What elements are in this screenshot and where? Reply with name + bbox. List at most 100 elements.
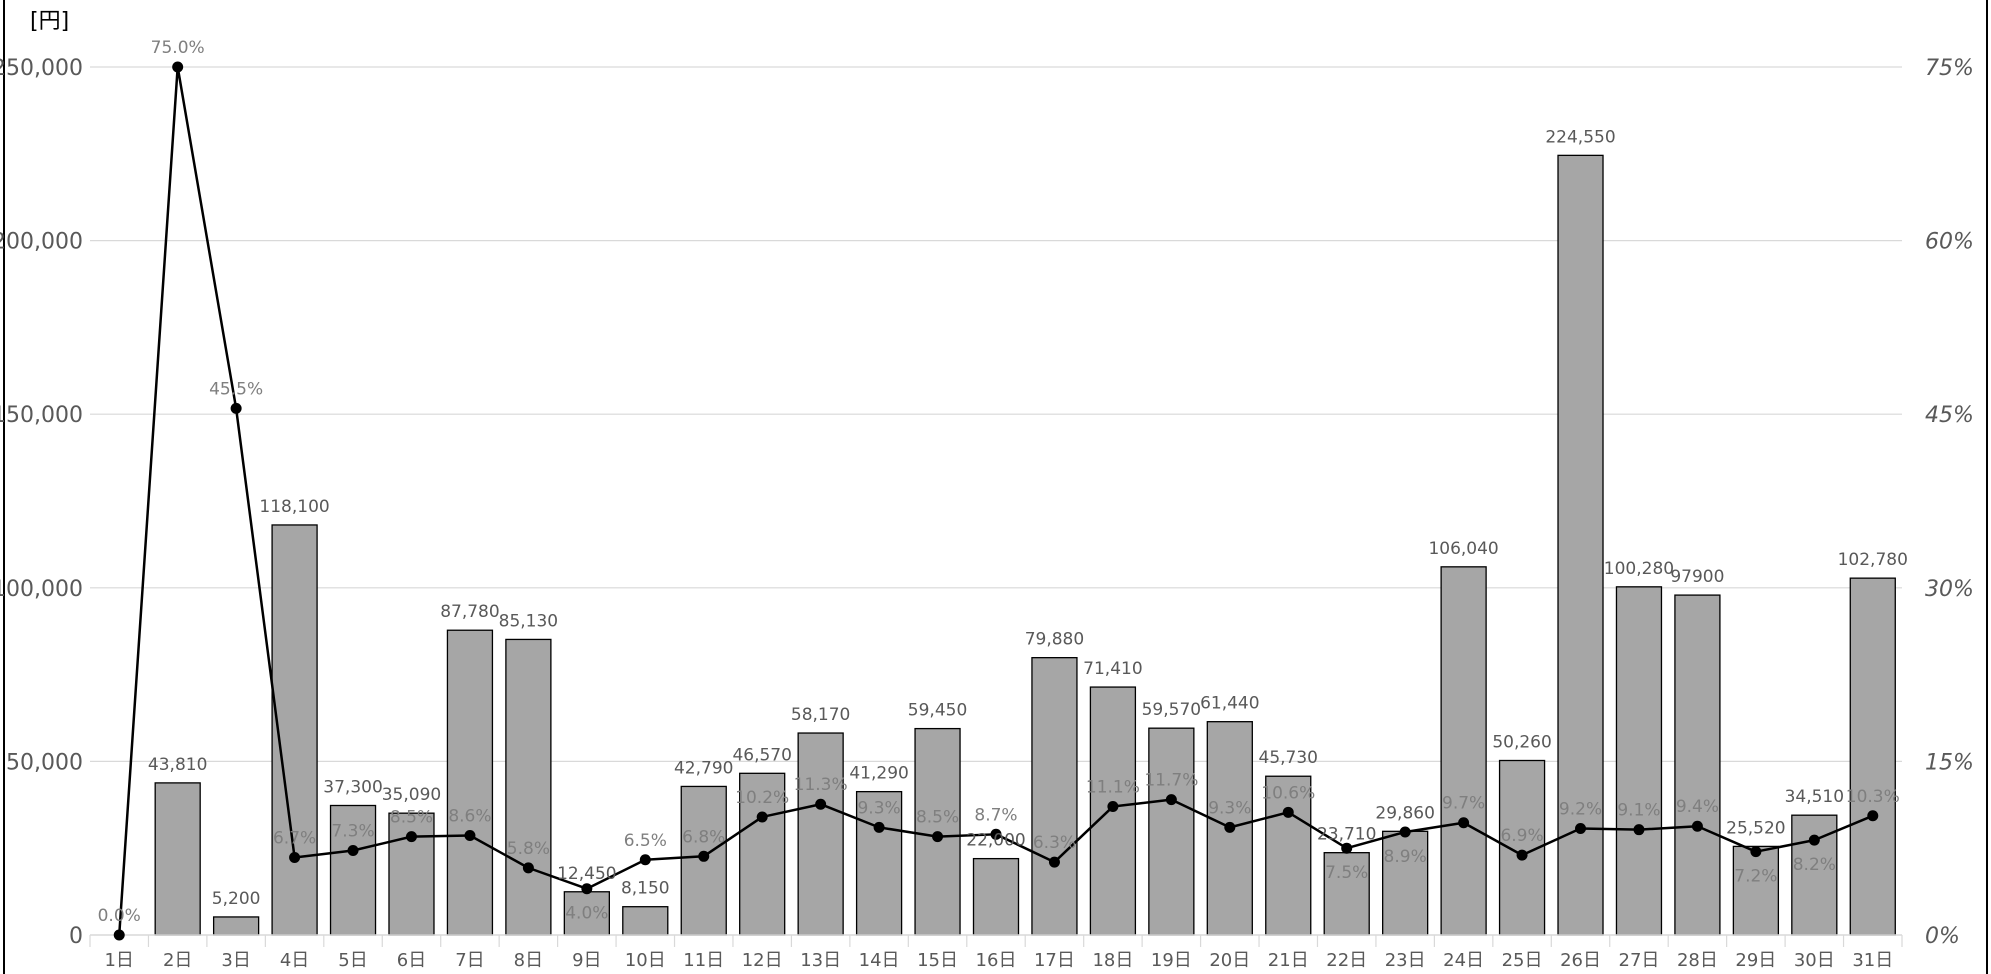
x-tick-label: 1日: [104, 950, 133, 971]
percentage-label: 8.6%: [448, 806, 491, 826]
y-right-tick-label: 75%: [1925, 56, 1974, 81]
x-tick-label: 19日: [1151, 950, 1192, 971]
line-marker: [698, 850, 710, 862]
line-marker: [1575, 823, 1587, 835]
line-marker: [873, 821, 885, 833]
line-marker: [230, 402, 242, 414]
percentage-label: 8.9%: [1384, 847, 1427, 867]
bar: [1265, 775, 1312, 936]
x-tick-label: 8日: [514, 950, 543, 971]
bar: [797, 732, 844, 936]
line-marker: [1341, 842, 1353, 854]
x-tick-label: 6日: [397, 950, 426, 971]
tick-labels: 0 50,000 100,000 150,000 200,000 250,000 0% 15%…: [0, 56, 1974, 971]
percentage-label: 4.0%: [565, 904, 608, 924]
bar: [739, 772, 786, 936]
line-marker: [1867, 810, 1879, 822]
y-left-tick-label: 50,000: [6, 750, 83, 775]
bar-value-label: 25,520: [1726, 818, 1785, 838]
bar-value-label: 79,880: [1025, 630, 1084, 650]
line-marker: [1750, 846, 1762, 858]
bar-value-label: 42,790: [674, 758, 733, 778]
x-tick-label: 9日: [572, 950, 601, 971]
bar: [1732, 845, 1780, 936]
bar-value-label: 59,450: [908, 701, 967, 721]
line-marker: [1516, 849, 1528, 861]
line-marker: [172, 61, 184, 73]
line-marker: [1165, 794, 1177, 806]
x-tick-label: 2日: [163, 950, 192, 971]
x-tick-label: 3日: [221, 950, 250, 971]
y-left-tick-label: 0: [69, 924, 83, 949]
x-tick-label: 11日: [683, 950, 724, 971]
line-marker: [405, 831, 417, 843]
bar: [1148, 727, 1195, 936]
line-marker: [1808, 834, 1820, 846]
line-marker: [1107, 801, 1119, 813]
line-marker: [289, 851, 301, 863]
line-marker: [522, 862, 534, 874]
y-left-tick-label: 250,000: [0, 56, 83, 81]
y-right-tick-label: 45%: [1925, 403, 1974, 428]
line-marker: [581, 883, 593, 895]
bar: [271, 524, 318, 936]
line-marker: [932, 831, 944, 843]
line-marker: [1224, 821, 1236, 833]
bar: [1382, 830, 1429, 936]
y-right-tick-label: 30%: [1925, 577, 1974, 602]
percentage-label: 5.8%: [507, 839, 550, 859]
bar: [1849, 577, 1896, 936]
x-tick-label: 23日: [1385, 950, 1426, 971]
bar-value-label: 5,200: [212, 889, 261, 909]
percentage-label: 11.1%: [1086, 778, 1140, 798]
axes: [3, 0, 1988, 974]
bar-value-label: 61,440: [1200, 694, 1259, 714]
percentage-label: 8.7%: [974, 805, 1017, 825]
bar-value-label: 59,570: [1142, 700, 1201, 720]
y-right-tick-label: 15%: [1925, 750, 1974, 775]
bar-value-label: 100,280: [1604, 559, 1674, 579]
x-tick-label: 25日: [1502, 950, 1543, 971]
bar: [622, 906, 669, 936]
x-tick-label: 31日: [1852, 950, 1893, 971]
bar-value-label: 46,570: [732, 745, 791, 765]
bar-value-label: 85,130: [499, 611, 558, 631]
percentage-label: 45.5%: [209, 379, 263, 399]
x-tick-label: 10日: [625, 950, 666, 971]
bar: [1031, 657, 1078, 936]
line-marker: [1399, 826, 1411, 838]
x-tick-label: 4日: [280, 950, 309, 971]
bar-value-label: 8,150: [621, 879, 670, 899]
bar-value-label: 43,810: [148, 755, 207, 775]
bar-value-label: 224,550: [1545, 127, 1615, 147]
y-left-tick-label: 150,000: [0, 403, 83, 428]
bar-value-label: 23,710: [1317, 825, 1376, 845]
bar: [1674, 594, 1721, 936]
percentage-label: 11.7%: [1144, 771, 1198, 791]
percentage-label: 6.9%: [1500, 826, 1543, 846]
percentage-label: 8.2%: [1793, 855, 1836, 875]
bar-value-label: 34,510: [1785, 787, 1844, 807]
percentage-label: 7.2%: [1734, 867, 1777, 887]
bar: [212, 916, 260, 936]
x-tick-label: 7日: [455, 950, 484, 971]
x-tick-label: 20日: [1209, 950, 1250, 971]
bar-value-label: 58,170: [791, 705, 850, 725]
x-tick-label: 16日: [976, 950, 1017, 971]
x-tick-label: 18日: [1092, 950, 1133, 971]
line-marker: [113, 929, 125, 941]
percentage-label: 8.5%: [916, 808, 959, 828]
x-tick-label: 5日: [338, 950, 367, 971]
x-tick-label: 21日: [1268, 950, 1309, 971]
x-tick-label: 26日: [1560, 950, 1601, 971]
bar: [388, 812, 435, 936]
bar-value-label: 37,300: [323, 777, 382, 797]
bar-value-label: 41,290: [849, 764, 908, 784]
x-tick-label: 28日: [1677, 950, 1718, 971]
bar: [1323, 852, 1370, 936]
line-marker: [756, 811, 768, 823]
bar-value-label: 35,090: [382, 785, 441, 805]
percentage-label: 0.0%: [98, 906, 141, 926]
bar: [855, 790, 903, 936]
